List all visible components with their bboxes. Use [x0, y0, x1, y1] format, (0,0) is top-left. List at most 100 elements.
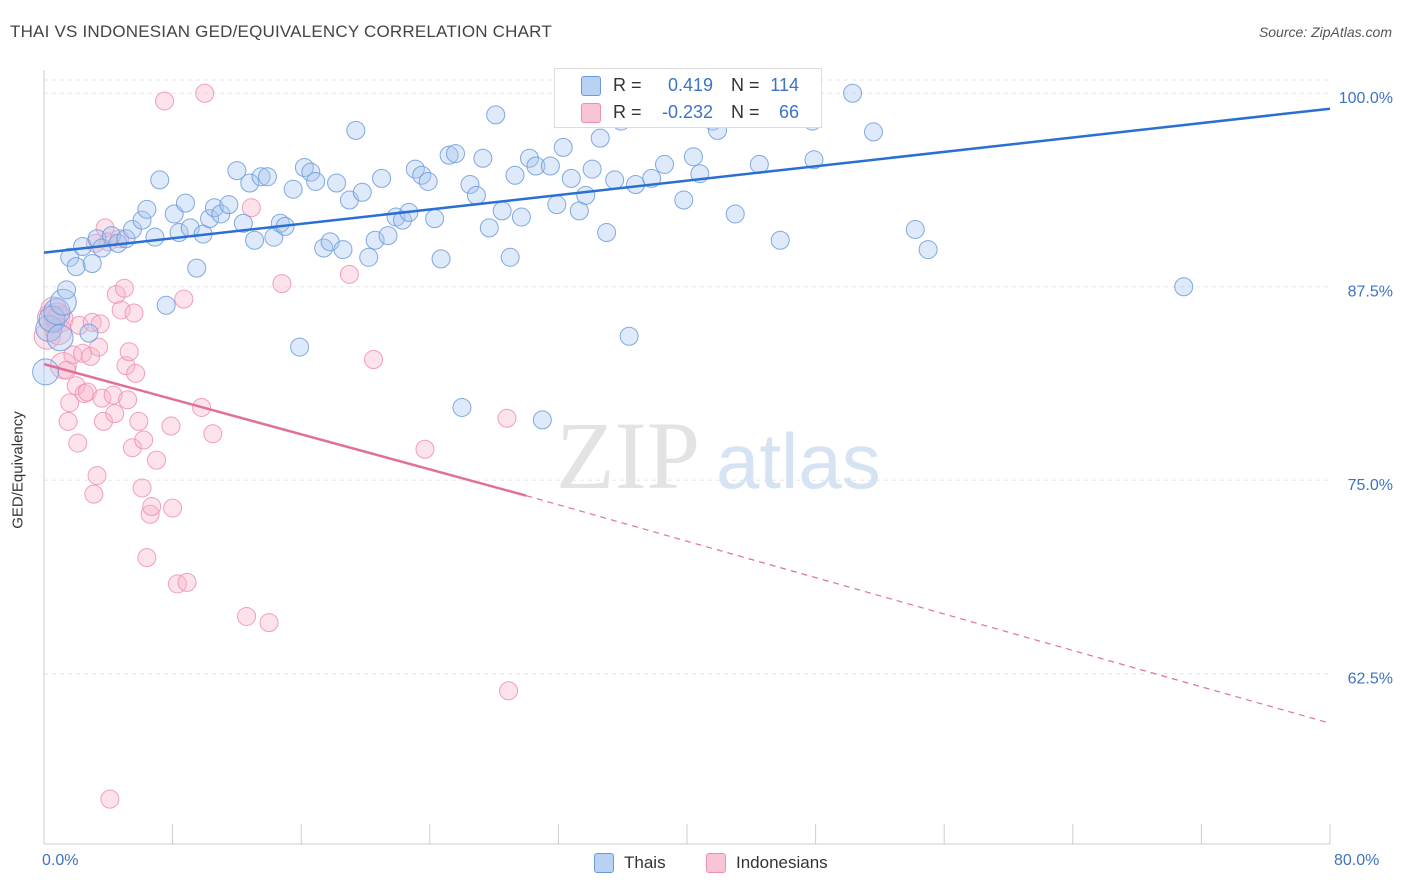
legend-swatch-thais — [594, 853, 614, 873]
thais-point — [132, 210, 152, 230]
source-label: Source: ZipAtlas.com — [1258, 24, 1392, 40]
indonesians-trend-extension — [526, 495, 1331, 724]
indonesians-point — [84, 484, 104, 504]
thais-point — [905, 219, 925, 239]
indonesians-point — [77, 382, 97, 402]
thais-point — [327, 173, 347, 193]
thais-point — [770, 230, 790, 250]
thais-n-value: 114 — [770, 75, 799, 95]
indonesians-point — [259, 613, 279, 633]
thais-point — [479, 218, 499, 238]
indonesians-point — [58, 411, 78, 431]
thais-point — [863, 122, 883, 142]
axes — [43, 70, 1331, 845]
thais-point — [57, 280, 77, 300]
indonesians-point — [415, 439, 435, 459]
thais-point — [460, 175, 480, 195]
thais-trend-line — [43, 107, 1331, 254]
thais-point — [333, 240, 353, 260]
indonesians-point — [100, 789, 120, 809]
thais-point — [500, 247, 520, 267]
thais-point — [843, 83, 863, 103]
indonesians-point — [105, 404, 125, 424]
indonesians-r-label: R = — [613, 102, 642, 122]
legend-item-indonesians[interactable]: Indonesians — [706, 853, 828, 873]
thais-point — [425, 209, 445, 229]
thais-point — [372, 168, 392, 188]
indonesians-point — [147, 450, 167, 470]
y-tick-label: 75.0% — [1348, 477, 1393, 494]
thais-point — [511, 207, 531, 227]
y-tick-label: 87.5% — [1348, 284, 1393, 301]
thais-point — [156, 295, 176, 315]
thais-point — [725, 204, 745, 224]
stats-row-indonesians: R = -0.232 N = 66 — [555, 100, 823, 126]
stats-row-thais: R = 0.419 N = 114 — [555, 73, 823, 99]
thais-point — [473, 148, 493, 168]
indonesians-point — [272, 274, 292, 294]
indonesians-points — [33, 83, 519, 809]
indonesians-point — [103, 385, 123, 405]
thais-point — [547, 195, 567, 215]
thais-point — [590, 128, 610, 148]
thais-n-label: N = — [731, 75, 760, 95]
thais-point — [540, 156, 560, 176]
thais-point — [492, 201, 512, 221]
y-tick-label: 62.5% — [1348, 671, 1393, 688]
thais-points — [32, 83, 1194, 430]
indonesians-point — [95, 218, 115, 238]
indonesians-point — [177, 572, 197, 592]
thais-point — [66, 257, 86, 277]
thais-point — [1174, 277, 1194, 297]
indonesians-point — [499, 681, 519, 701]
indonesians-point — [364, 349, 384, 369]
indonesians-point — [60, 393, 80, 413]
thais-point — [46, 324, 74, 352]
indonesians-n-value: 66 — [778, 102, 799, 122]
x-tick-label-min: 0.0% — [42, 852, 79, 869]
indonesians-point — [339, 264, 359, 284]
thais-point — [466, 185, 486, 205]
thais-point — [804, 150, 824, 170]
thais-point — [283, 179, 303, 199]
indonesians-point — [155, 91, 175, 111]
thais-point — [227, 161, 247, 181]
indonesians-point — [241, 198, 261, 218]
thais-point — [60, 247, 80, 267]
thais-point — [597, 223, 617, 243]
thais-point — [290, 337, 310, 357]
thais-point — [359, 247, 379, 267]
thais-point — [446, 144, 466, 164]
indonesians-point — [89, 337, 109, 357]
thais-point — [526, 156, 546, 176]
indonesians-point — [124, 303, 144, 323]
thais-point — [233, 213, 253, 233]
indonesians-point — [497, 408, 517, 428]
thais-point — [378, 226, 398, 246]
indonesians-point — [161, 416, 181, 436]
thais-point — [200, 209, 220, 229]
thais-point — [918, 240, 938, 260]
indonesians-point — [203, 424, 223, 444]
indonesians-point — [126, 363, 146, 383]
legend-item-thais[interactable]: Thais — [594, 853, 666, 873]
indonesians-point — [92, 388, 112, 408]
indonesians-trend-line — [43, 362, 527, 497]
thais-point — [219, 195, 239, 215]
thais-point — [486, 105, 506, 125]
thais-point — [175, 193, 195, 213]
indonesians-point — [132, 478, 152, 498]
watermark-atlas: atlas — [716, 417, 881, 505]
indonesians-point — [68, 433, 88, 453]
indonesians-point — [87, 466, 107, 486]
thais-point — [418, 171, 438, 191]
indonesians-point — [66, 376, 86, 396]
indonesians-point — [122, 438, 142, 458]
trend-lines — [43, 107, 1331, 724]
indonesians-point — [142, 497, 162, 517]
thais-point — [82, 254, 102, 273]
thais-point — [240, 173, 260, 193]
thais-point — [79, 323, 99, 343]
thais-r-label: R = — [613, 75, 642, 95]
